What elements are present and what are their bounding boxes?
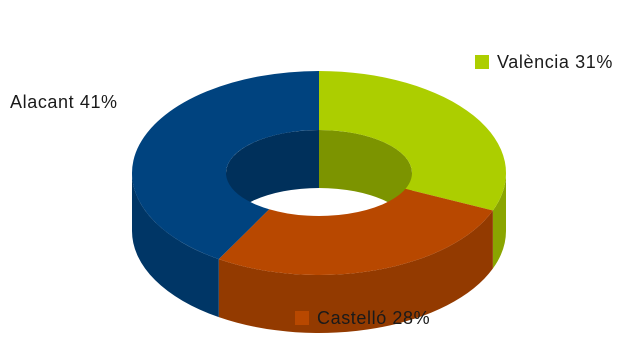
side-wall-alacant <box>132 173 219 318</box>
data-label-valencia: València 31% <box>497 52 613 72</box>
legend-marker-castello <box>295 311 309 325</box>
side-wall-castello <box>218 210 493 333</box>
inner-wall-valencia <box>319 130 412 231</box>
inner-wall-alacant <box>226 130 319 231</box>
slice-valencia <box>319 70 507 211</box>
data-label-alacant: Alacant 41% <box>10 92 118 112</box>
legend-marker-valencia <box>475 55 489 69</box>
slice-castello <box>218 188 493 275</box>
side-wall-valencia <box>492 173 506 269</box>
data-label-castello: Castelló 28% <box>317 308 430 328</box>
slice-alacant <box>132 71 319 260</box>
